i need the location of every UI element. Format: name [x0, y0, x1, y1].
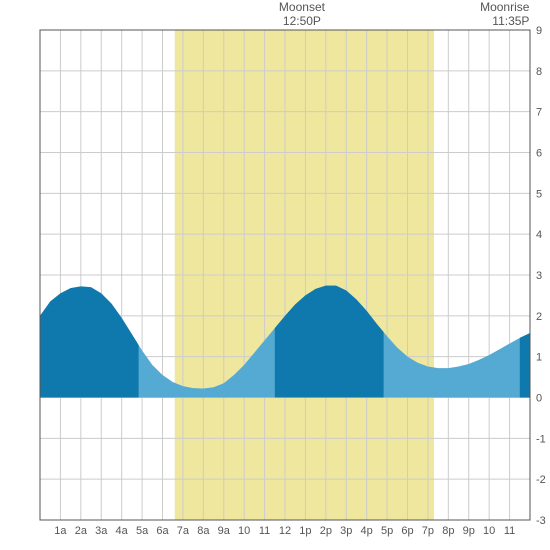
- y-tick-label: 2: [536, 311, 542, 323]
- x-tick-label: 7p: [422, 525, 434, 537]
- tide-area-front: [40, 286, 139, 397]
- x-tick-label: 11: [259, 525, 270, 537]
- y-tick-label: 5: [536, 188, 542, 200]
- x-tick-label: 1p: [299, 525, 311, 537]
- x-tick-label: 4a: [116, 525, 129, 537]
- x-tick-label: 5a: [136, 525, 149, 537]
- x-tick-label: 8a: [197, 525, 210, 537]
- moonrise-annotation: Moonrise11:35P: [480, 0, 529, 29]
- x-tick-label: 11: [504, 525, 515, 537]
- x-tick-label: 6p: [401, 525, 413, 537]
- x-tick-label: 1a: [54, 525, 67, 537]
- x-tick-label: 10: [238, 525, 250, 537]
- x-tick-label: 2a: [75, 525, 88, 537]
- x-tick-label: 9p: [463, 525, 475, 537]
- x-tick-label: 7a: [177, 525, 190, 537]
- y-tick-label: 7: [536, 107, 542, 119]
- x-tick-label: 3p: [340, 525, 352, 537]
- y-tick-label: 6: [536, 148, 542, 160]
- x-tick-label: 3a: [95, 525, 108, 537]
- moonset-title: Moonset: [272, 0, 332, 14]
- y-tick-label: 4: [536, 229, 542, 241]
- tide-chart: 1a2a3a4a5a6a7a8a9a1011121p2p3p4p5p6p7p8p…: [0, 0, 550, 550]
- y-tick-label: -2: [536, 474, 546, 486]
- moonrise-title: Moonrise: [480, 0, 529, 14]
- x-tick-label: 6a: [156, 525, 169, 537]
- y-tick-label: -3: [536, 515, 546, 527]
- y-tick-label: -1: [536, 433, 546, 445]
- chart-svg: 1a2a3a4a5a6a7a8a9a1011121p2p3p4p5p6p7p8p…: [0, 0, 550, 550]
- y-tick-label: 8: [536, 66, 542, 78]
- moonrise-value: 11:35P: [480, 14, 529, 28]
- moonset-annotation: Moonset12:50P: [272, 0, 332, 29]
- x-tick-label: 10: [483, 525, 495, 537]
- x-tick-label: 12: [279, 525, 291, 537]
- x-tick-label: 2p: [320, 525, 332, 537]
- x-tick-label: 9a: [218, 525, 231, 537]
- y-tick-label: 1: [536, 352, 542, 364]
- y-tick-label: 9: [536, 25, 542, 37]
- tide-area-front: [520, 333, 530, 398]
- x-tick-label: 5p: [381, 525, 393, 537]
- x-tick-label: 4p: [361, 525, 373, 537]
- x-tick-label: 8p: [442, 525, 454, 537]
- y-tick-label: 3: [536, 270, 542, 282]
- y-tick-label: 0: [536, 393, 542, 405]
- moonset-value: 12:50P: [272, 14, 332, 28]
